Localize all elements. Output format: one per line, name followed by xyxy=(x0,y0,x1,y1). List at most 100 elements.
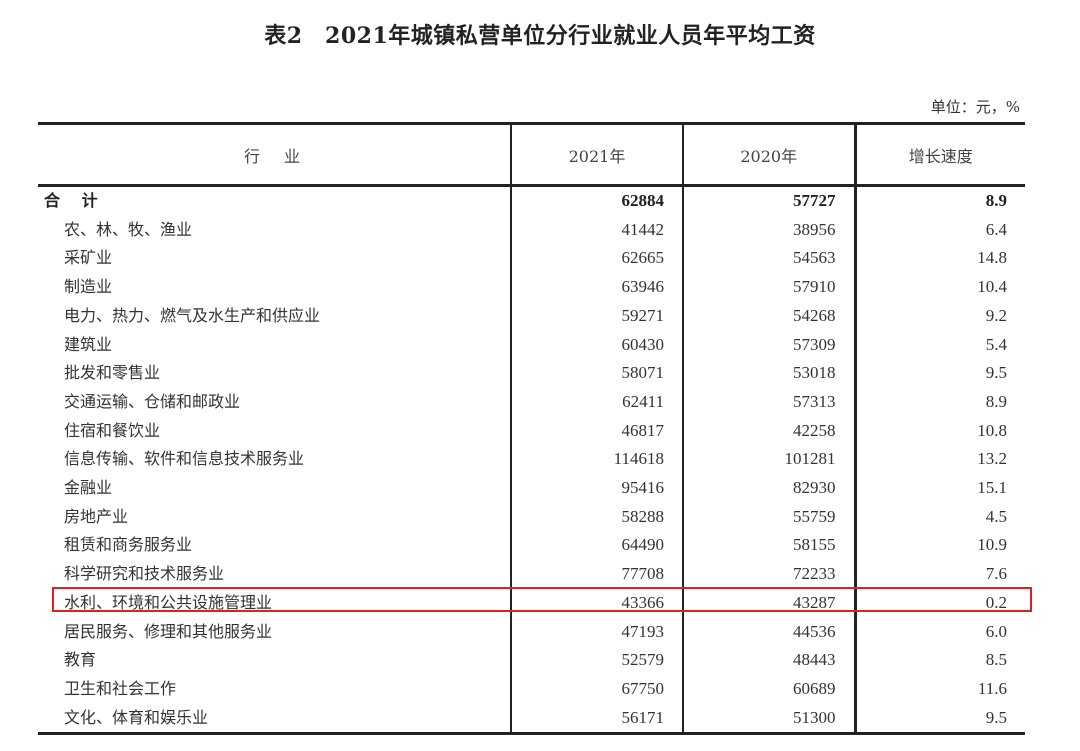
industry-cell: 租赁和商务服务业 xyxy=(38,531,512,561)
value-2020-cell: 57309 xyxy=(683,330,857,360)
industry-cell: 科学研究和技术服务业 xyxy=(38,560,512,589)
growth-cell: 10.9 xyxy=(977,535,1007,555)
value-2020-cell: 54268 xyxy=(683,301,857,331)
table-title: 表2 2021年城镇私营单位分行业就业人员年平均工资 xyxy=(264,23,816,49)
value-2021-cell: 63946 xyxy=(511,273,684,302)
growth-cell: 10.4 xyxy=(977,277,1007,297)
value-2021-cell: 52579 xyxy=(511,646,684,675)
value-2020-cell: 38956 xyxy=(683,215,857,245)
growth-cell: 0.2 xyxy=(985,592,1007,612)
value-2021-cell: 62665 xyxy=(511,244,684,274)
table-row: 建筑业 60430 57309 5.4 xyxy=(38,330,1025,360)
value-2020-cell: 55759 xyxy=(683,502,857,532)
growth-cell: 15.1 xyxy=(977,478,1007,498)
industry-cell: 农、林、牧、渔业 xyxy=(38,215,512,245)
value-2021-cell: 56171 xyxy=(511,703,684,736)
value-2021-cell: 95416 xyxy=(511,474,684,503)
value-2021-cell: 62884 xyxy=(511,185,684,216)
value-2021-cell: 58288 xyxy=(511,502,684,532)
value-2020-cell: 43287 xyxy=(683,588,857,618)
value-2021-cell: 47193 xyxy=(511,617,684,647)
value-2020-cell: 82930 xyxy=(683,474,857,503)
table-row: 文化、体育和娱乐业 56171 51300 9.5 xyxy=(38,703,1025,736)
value-2021-cell: 64490 xyxy=(511,531,684,561)
table-row: 房地产业 58288 55759 4.5 xyxy=(38,502,1025,532)
header-growth: 增长速度 xyxy=(855,122,1025,187)
value-2020-cell: 51300 xyxy=(683,703,857,736)
table-row: 金融业 95416 82930 15.1 xyxy=(38,474,1025,503)
value-2020-cell: 48443 xyxy=(683,646,857,675)
table-row: 租赁和商务服务业 64490 58155 10.9 xyxy=(38,531,1025,561)
growth-cell: 10.8 xyxy=(977,420,1007,440)
header-2020: 2020年 xyxy=(683,122,857,187)
industry-cell: 信息传输、软件和信息技术服务业 xyxy=(38,445,512,475)
growth-cell: 6.4 xyxy=(985,219,1007,239)
table-row: 科学研究和技术服务业 77708 72233 7.6 xyxy=(38,560,1025,589)
value-2021-cell: 60430 xyxy=(511,330,684,360)
table-row: 居民服务、修理和其他服务业 47193 44536 6.0 xyxy=(38,617,1025,647)
value-2021-cell: 59271 xyxy=(511,301,684,331)
table-row: 卫生和社会工作 67750 60689 11.6 xyxy=(38,674,1025,704)
header-2021: 2021年 xyxy=(511,122,684,187)
growth-cell: 8.5 xyxy=(985,650,1007,670)
industry-cell: 居民服务、修理和其他服务业 xyxy=(38,617,512,647)
growth-cell: 9.2 xyxy=(985,305,1007,325)
industry-cell: 采矿业 xyxy=(38,244,512,274)
value-2020-cell: 42258 xyxy=(683,416,857,446)
value-2020-cell: 72233 xyxy=(683,560,857,589)
value-2020-cell: 58155 xyxy=(683,531,857,561)
growth-cell: 13.2 xyxy=(977,449,1007,469)
industry-cell: 水利、环境和公共设施管理业 xyxy=(38,588,512,618)
value-2021-cell: 62411 xyxy=(511,387,684,417)
header-industry: 行 业 xyxy=(38,122,512,187)
growth-cell: 9.5 xyxy=(855,703,1025,736)
industry-cell: 建筑业 xyxy=(38,330,512,360)
industry-cell: 教育 xyxy=(38,646,512,675)
wage-table: 行 业 2021年 2020年 增长速度 合 计 62884 57727 8.9 农、林… xyxy=(38,122,1025,736)
industry-cell: 合 计 xyxy=(38,185,512,216)
table-row: 信息传输、软件和信息技术服务业 114618 101281 13.2 xyxy=(38,445,1025,475)
value-2020-cell: 57727 xyxy=(683,185,857,216)
table-row: 住宿和餐饮业 46817 42258 10.8 xyxy=(38,416,1025,446)
growth-cell: 7.6 xyxy=(985,564,1007,584)
growth-cell: 14.8 xyxy=(977,248,1007,268)
value-2021-cell: 67750 xyxy=(511,674,684,704)
value-2020-cell: 57313 xyxy=(683,387,857,417)
value-2021-cell: 41442 xyxy=(511,215,684,245)
value-2020-cell: 54563 xyxy=(683,244,857,274)
value-2020-cell: 44536 xyxy=(683,617,857,647)
growth-cell: 8.9 xyxy=(985,391,1007,411)
industry-cell: 房地产业 xyxy=(38,502,512,532)
industry-cell: 文化、体育和娱乐业 xyxy=(38,703,512,736)
table-row: 水利、环境和公共设施管理业 43366 43287 0.2 xyxy=(38,588,1025,618)
unit-note: 单位：元，% xyxy=(930,98,1020,116)
growth-cell: 6.0 xyxy=(985,621,1007,641)
header-row: 行 业 2021年 2020年 增长速度 xyxy=(38,122,1025,187)
value-2021-cell: 114618 xyxy=(511,445,684,475)
growth-cell: 9.5 xyxy=(985,363,1007,383)
value-2021-cell: 77708 xyxy=(511,560,684,589)
table-row: 教育 52579 48443 8.5 xyxy=(38,646,1025,675)
value-2020-cell: 101281 xyxy=(683,445,857,475)
table-row: 交通运输、仓储和邮政业 62411 57313 8.9 xyxy=(38,387,1025,417)
value-2021-cell: 43366 xyxy=(511,588,684,618)
industry-cell: 住宿和餐饮业 xyxy=(38,416,512,446)
value-2021-cell: 46817 xyxy=(511,416,684,446)
industry-cell: 制造业 xyxy=(38,273,512,302)
table-row: 批发和零售业 58071 53018 9.5 xyxy=(38,359,1025,388)
industry-cell: 卫生和社会工作 xyxy=(38,674,512,704)
industry-cell: 电力、热力、燃气及水生产和供应业 xyxy=(38,301,512,331)
growth-cell: 5.4 xyxy=(985,334,1007,354)
table-row: 电力、热力、燃气及水生产和供应业 59271 54268 9.2 xyxy=(38,301,1025,331)
industry-cell: 交通运输、仓储和邮政业 xyxy=(38,387,512,417)
growth-cell: 4.5 xyxy=(985,506,1007,526)
industry-cell: 批发和零售业 xyxy=(38,359,512,388)
table-row: 采矿业 62665 54563 14.8 xyxy=(38,244,1025,274)
table-row: 农、林、牧、渔业 41442 38956 6.4 xyxy=(38,215,1025,245)
value-2020-cell: 53018 xyxy=(683,359,857,388)
value-2020-cell: 57910 xyxy=(683,273,857,302)
value-2021-cell: 58071 xyxy=(511,359,684,388)
industry-cell: 金融业 xyxy=(38,474,512,503)
growth-cell: 11.6 xyxy=(977,678,1007,698)
table-row: 制造业 63946 57910 10.4 xyxy=(38,273,1025,302)
